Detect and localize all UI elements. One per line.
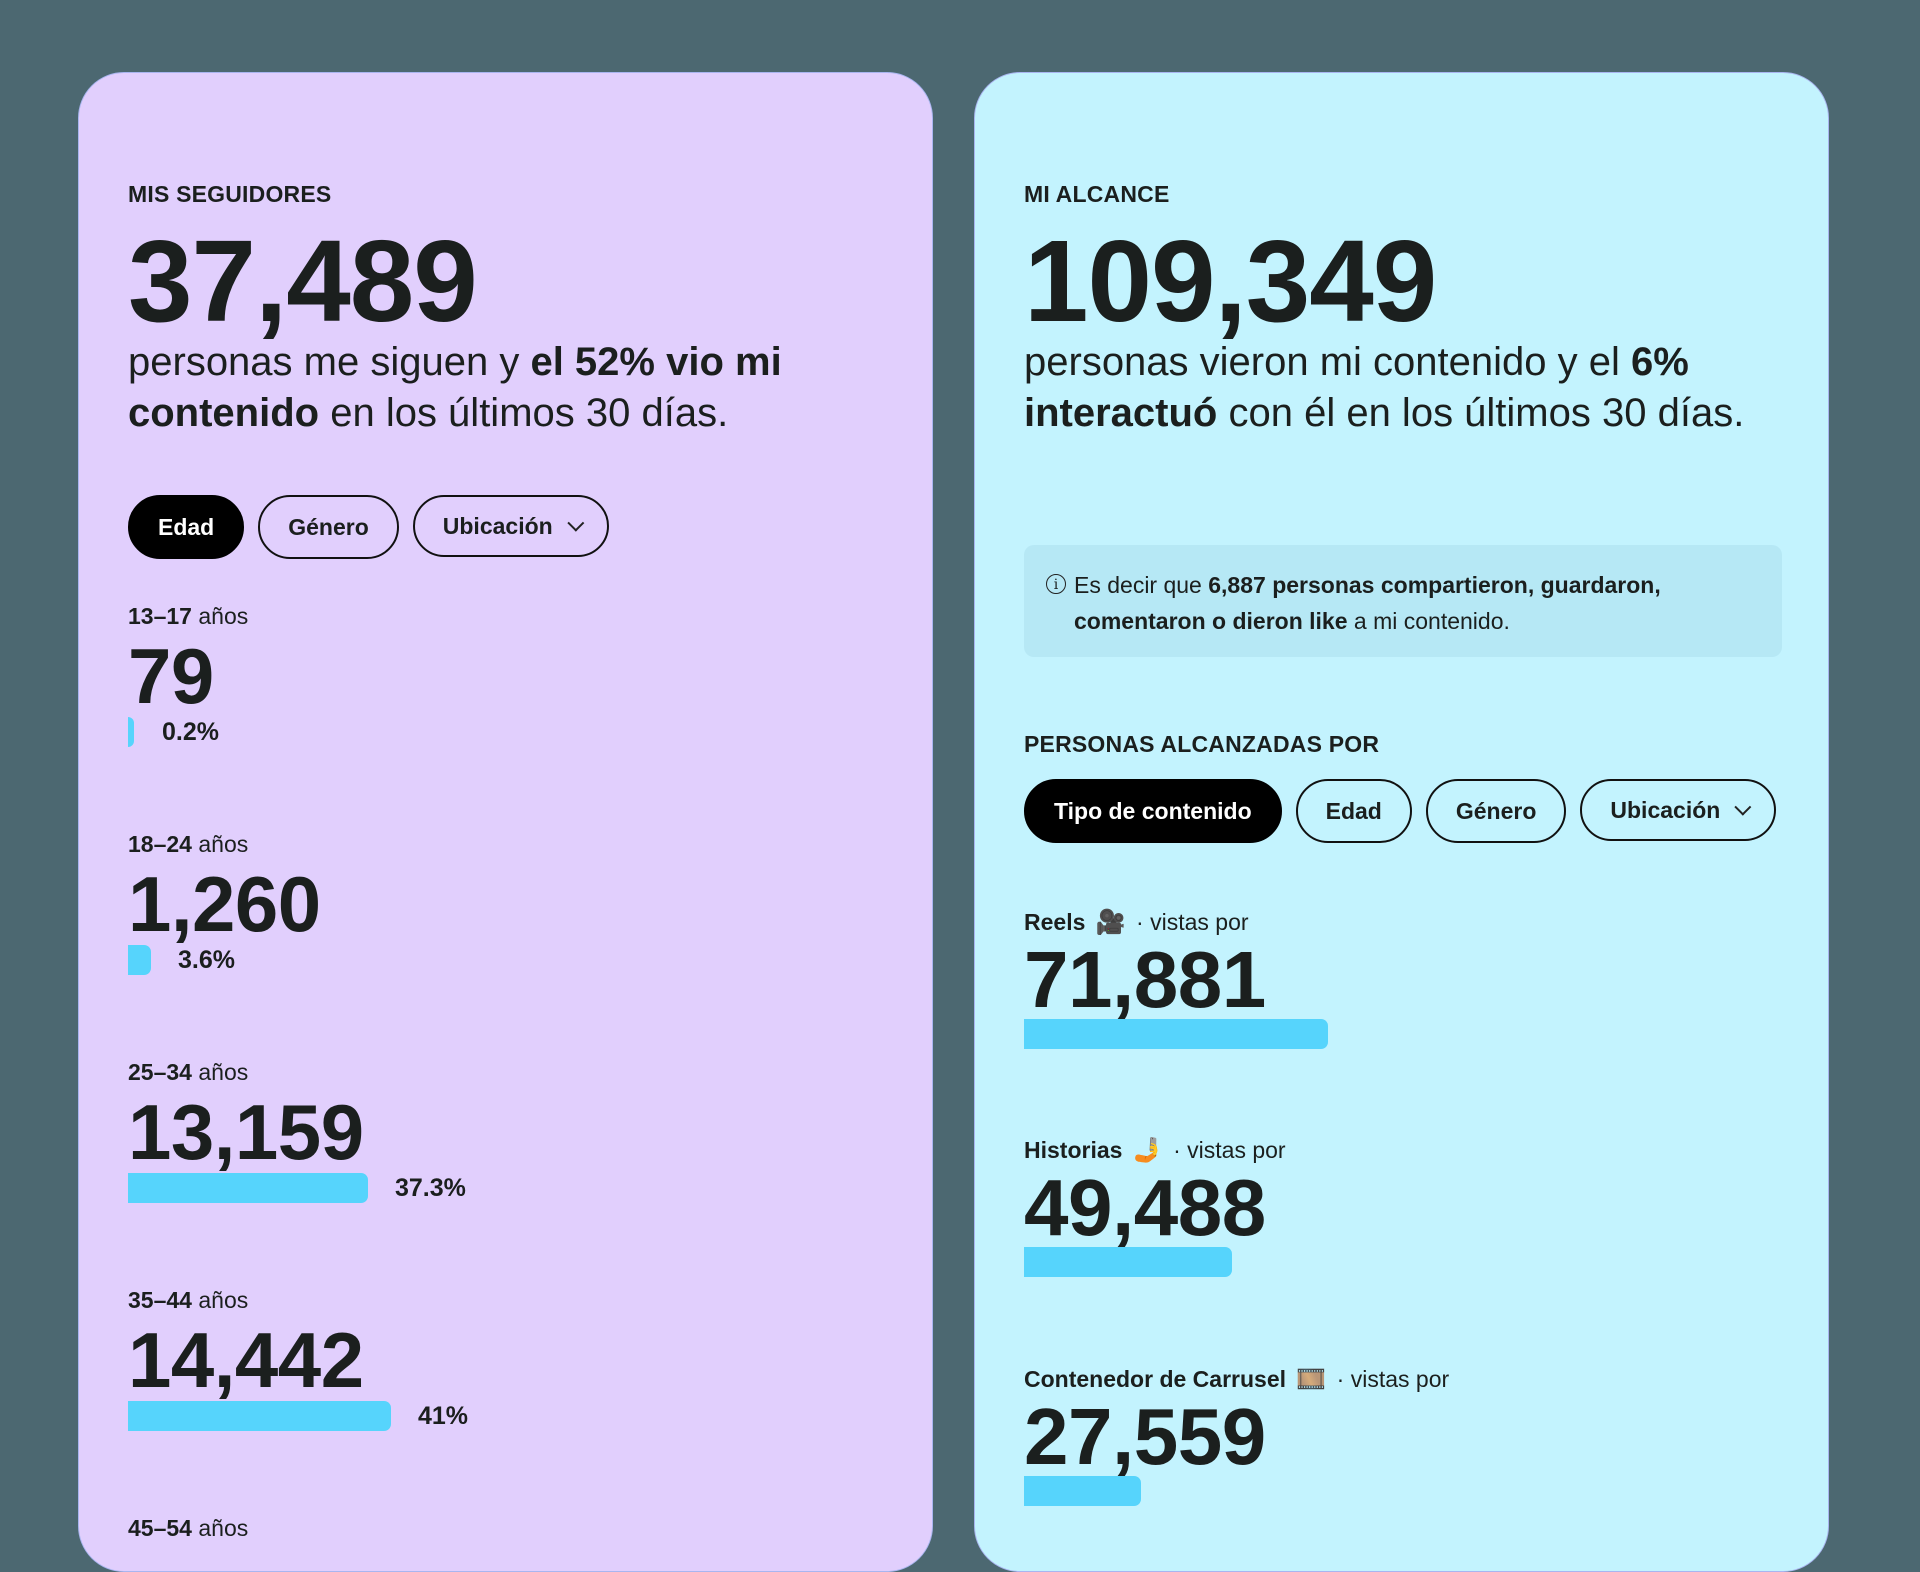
age-group-13-17: 13–17 años 79 0.2% [128,603,828,803]
tab-edad[interactable]: Edad [1295,779,1412,843]
age-range-label: 13–17 años [128,603,249,629]
age-bar [128,1401,391,1431]
followers-eyebrow: MIS SEGUIDORES [128,181,332,207]
age-count: 1,260 [128,860,321,948]
tab-genero[interactable]: Género [1425,779,1567,843]
reach-total: 109,349 [1024,216,1437,346]
content-type-count: 71,881 [1024,935,1266,1024]
followers-card: MIS SEGUIDORES 37,489 personas me siguen… [78,72,933,1572]
content-type-carrusel: Contenedor de Carrusel 🎞️ · vistas por 2… [1024,1365,1784,1565]
age-group-45-54: 45–54 años [128,1515,828,1571]
age-count: 14,442 [128,1316,364,1404]
info-icon: i [1046,574,1066,594]
content-type-historias: Historias 🤳 · vistas por 49,488 [1024,1136,1784,1336]
film-frames-icon: 🎞️ [1296,1366,1327,1393]
reach-filter-tabs: Tipo de contenido Edad Género Ubicación [1024,779,1782,843]
content-type-bar [1024,1019,1328,1049]
age-percent: 41% [418,1401,469,1430]
selfie-icon: 🤳 [1132,1137,1163,1164]
interaction-info-box: i Es decir que 6,887 personas compartier… [1024,545,1782,657]
age-bar [128,717,134,747]
chevron-down-icon [1734,798,1752,816]
age-percent: 0.2% [162,717,219,746]
tab-ubicacion-dropdown[interactable]: Ubicación [412,495,609,557]
age-range-label: 18–24 años [128,831,249,857]
content-type-bar [1024,1476,1141,1506]
tab-edad[interactable]: Edad [128,495,245,559]
followers-description: personas me siguen y el 52% vio mi conte… [128,340,782,435]
age-count: 79 [128,632,214,720]
content-type-count: 49,488 [1024,1163,1266,1252]
age-group-35-44: 35–44 años 14,442 41% [128,1287,828,1487]
reached-by-title: PERSONAS ALCANZADAS POR [1024,731,1380,757]
content-type-label: Contenedor de Carrusel 🎞️ · vistas por [1024,1366,1450,1393]
age-group-25-34: 25–34 años 13,159 37.3% [128,1059,828,1259]
age-range-label: 45–54 años [128,1515,249,1541]
age-bar [128,1173,368,1203]
age-range-label: 35–44 años [128,1287,249,1313]
reach-eyebrow: MI ALCANCE [1024,181,1170,207]
age-percent: 3.6% [178,945,235,974]
tab-tipo-de-contenido[interactable]: Tipo de contenido [1024,779,1282,843]
content-type-reels: Reels 🎥 · vistas por 71,881 [1024,908,1784,1108]
reach-description: personas vieron mi contenido y el 6% int… [1024,340,1745,435]
content-type-count: 27,559 [1024,1392,1266,1481]
reach-card: MI ALCANCE 109,349 personas vieron mi co… [974,72,1829,1572]
followers-total: 37,489 [128,216,478,346]
chevron-down-icon [567,514,585,532]
followers-filter-tabs: Edad Género Ubicación [128,495,609,559]
info-text: Es decir que 6,887 personas compartieron… [1074,572,1661,634]
content-type-bar [1024,1247,1232,1277]
content-type-label: Reels 🎥 · vistas por [1024,909,1249,936]
age-count: 13,159 [128,1088,364,1176]
tab-ubicacion-dropdown[interactable]: Ubicación [1580,779,1777,841]
tab-genero[interactable]: Género [258,495,399,559]
age-group-18-24: 18–24 años 1,260 3.6% [128,831,828,1031]
age-range-label: 25–34 años [128,1059,249,1085]
content-type-label: Historias 🤳 · vistas por [1024,1137,1286,1164]
age-bar [128,945,151,975]
age-percent: 37.3% [395,1173,466,1202]
movie-camera-icon: 🎥 [1095,909,1126,936]
